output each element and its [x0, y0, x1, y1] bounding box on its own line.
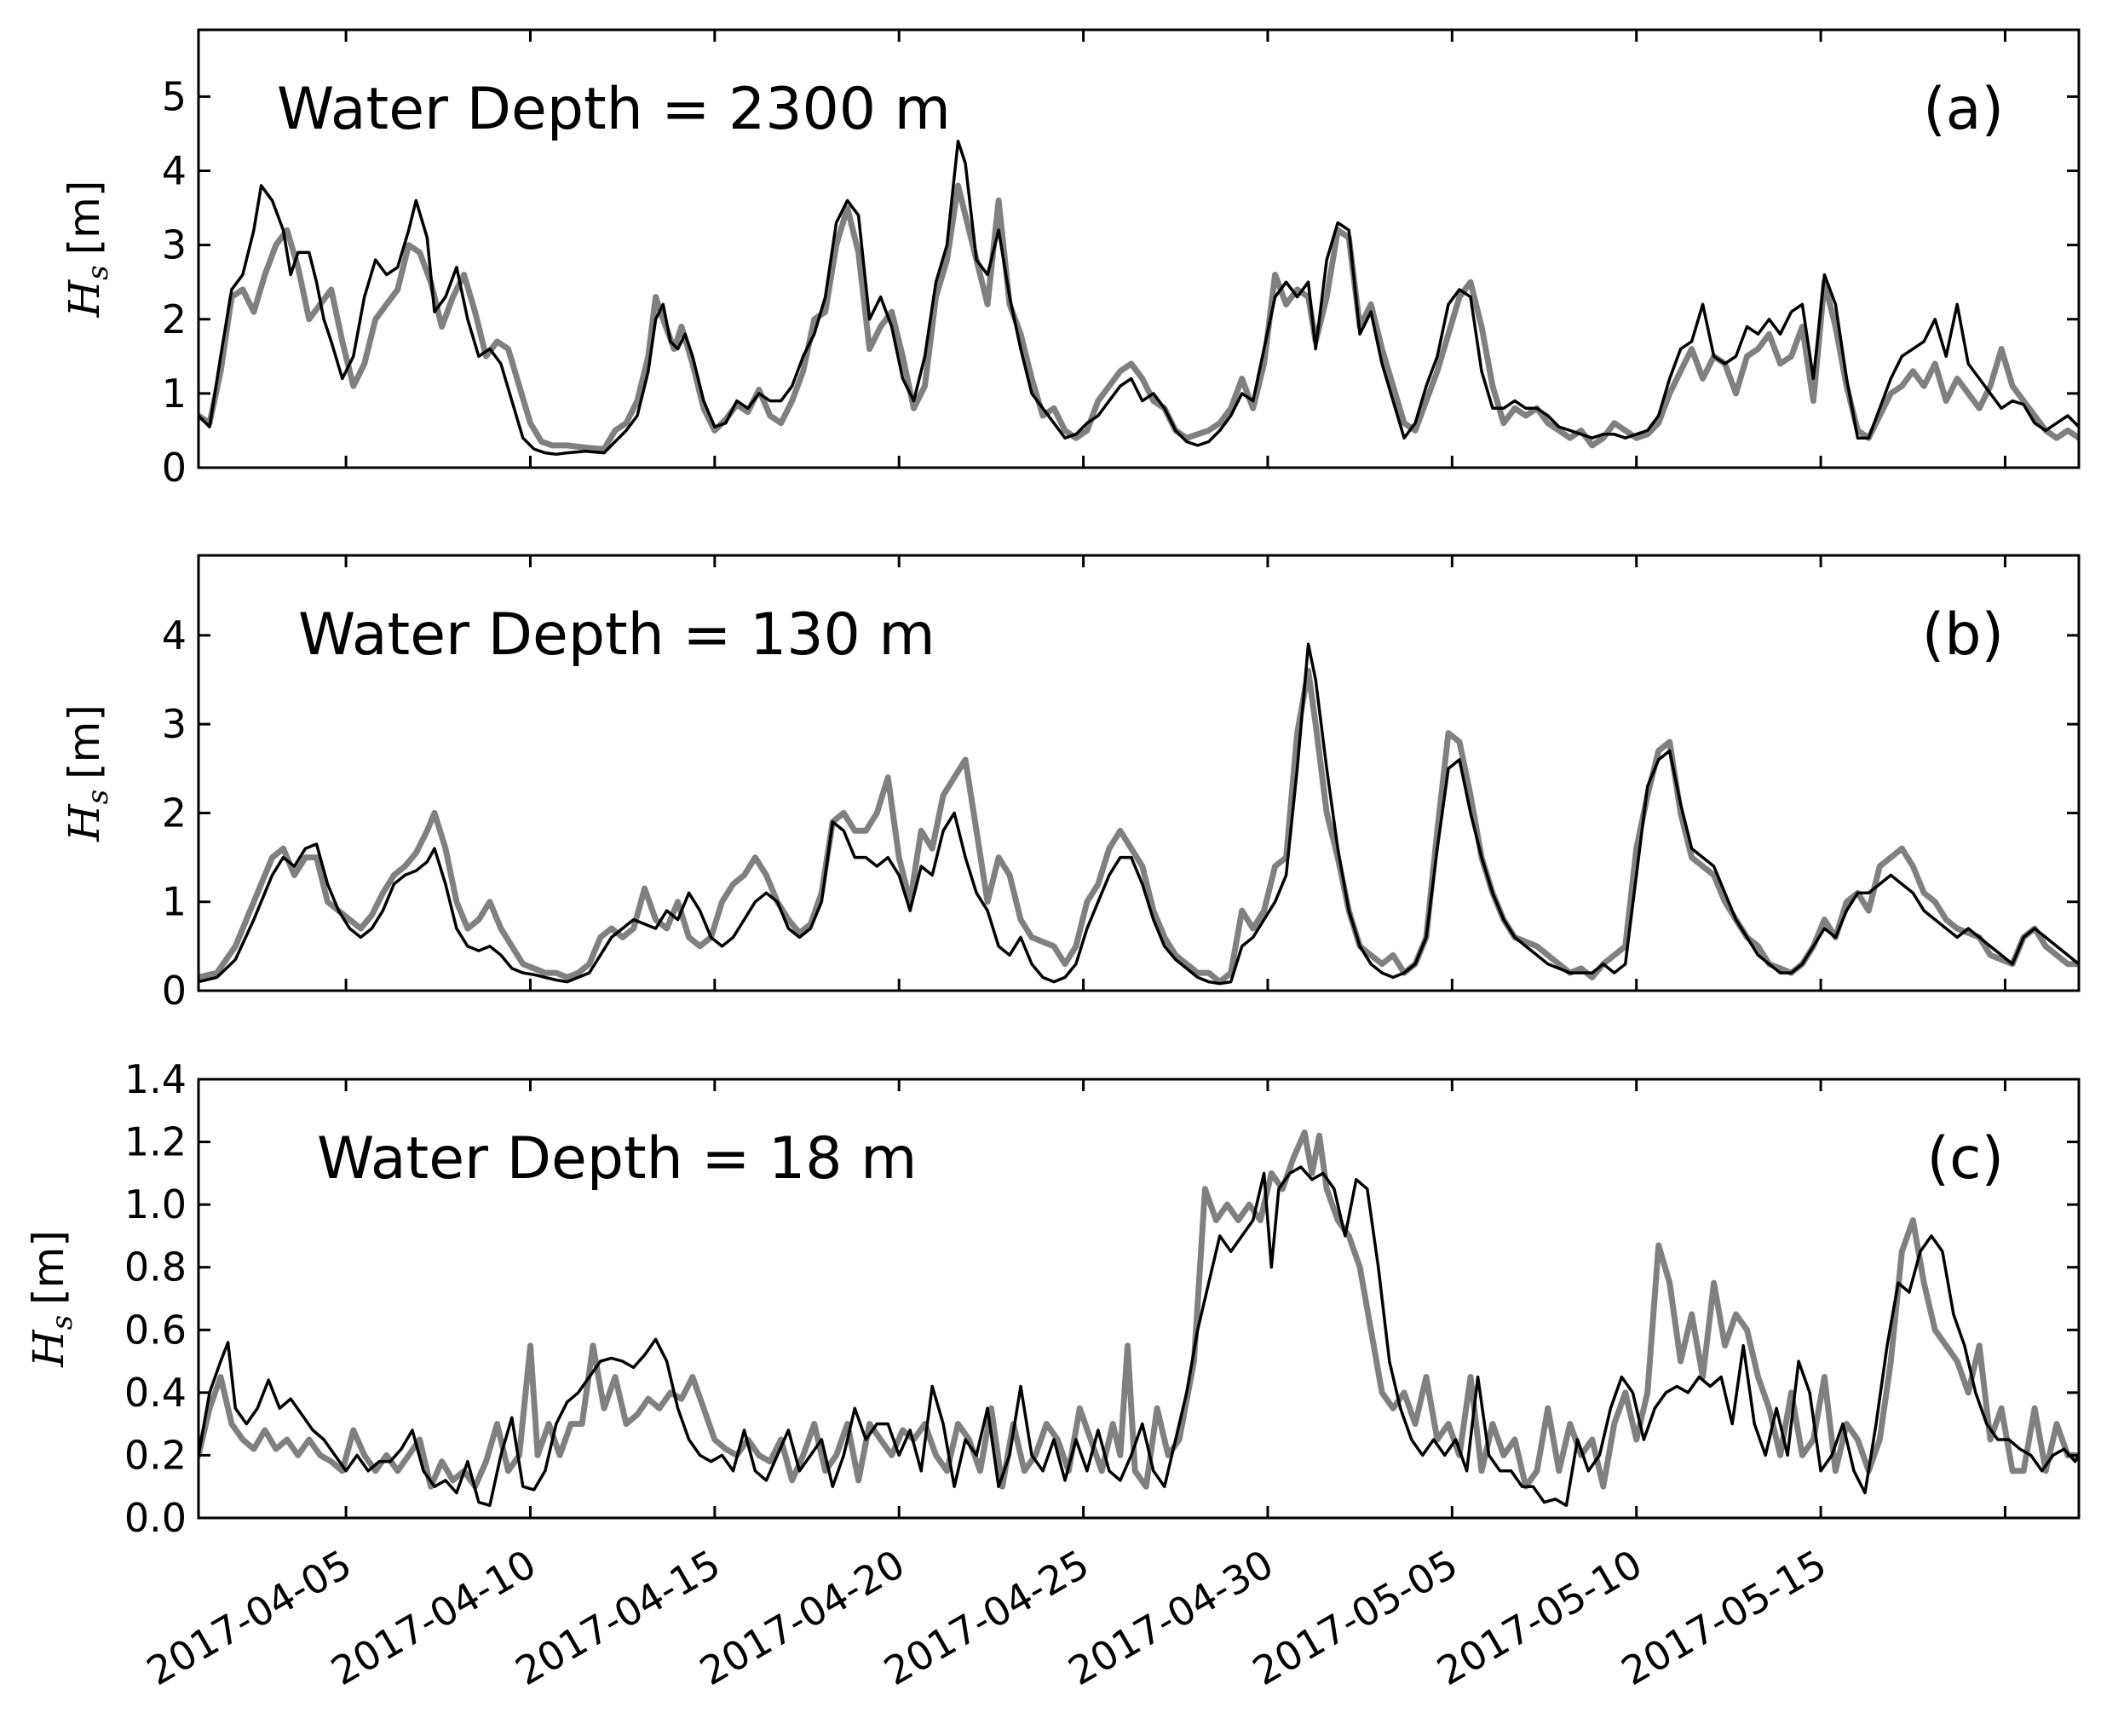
- panel-c-ylabel-sub: s: [45, 1315, 79, 1330]
- panel-b-series: [199, 642, 2079, 986]
- panel-b-water-depth: Water Depth = 130 m: [298, 601, 935, 669]
- panel-b: 0 1 2 3 4 Water Depth = 130 m (b) Hs [m]: [60, 554, 2081, 1014]
- panel-c-series-black: [199, 1165, 2079, 1508]
- panel-b-label: (b): [1922, 601, 2004, 669]
- panel-c-series: [199, 1130, 2079, 1508]
- panel-c-ylabel-main: H: [24, 1329, 73, 1368]
- panel-a-water-depth: Water Depth = 2300 m: [277, 76, 951, 143]
- panel-c-ytick-label: 0.0: [124, 1495, 187, 1541]
- panel-a-ylabel-main: H: [60, 279, 109, 318]
- panel-c-ytick-label: 0.6: [124, 1307, 187, 1353]
- panel-a-ylabel-unit: [m]: [60, 181, 109, 256]
- panel-b-ytick-label: 2: [162, 790, 187, 836]
- panel-c-series-gray: [199, 1130, 2079, 1490]
- panel-a-x-ticks: [344, 30, 2006, 468]
- panel-a-y-ticks: 0 1 2 3 4 5: [162, 73, 2079, 491]
- panel-a-ytick-label: 2: [162, 296, 187, 342]
- panel-a-y-axis-label: Hs [m]: [60, 181, 115, 319]
- panel-a-ytick-label: 0: [162, 445, 187, 491]
- panel-a-axes-frame: [197, 28, 2081, 469]
- panel-c-y-axis-label: Hs [m]: [24, 1230, 79, 1368]
- svg-text:Hs[m]: Hs [m]: [60, 704, 115, 842]
- panel-c-ytick-label: 0.4: [124, 1370, 187, 1416]
- panel-b-y-axis-label: Hs [m]: [60, 704, 115, 842]
- panel-a-series: [199, 139, 2079, 457]
- panel-a-series-gray: [199, 182, 2079, 452]
- panel-a-label: (a): [1923, 76, 2004, 143]
- panel-c-axes-frame: [197, 1078, 2081, 1520]
- svg-text:Hs[m]: Hs [m]: [60, 181, 115, 319]
- panel-a-ytick-label: 5: [162, 73, 187, 119]
- panel-a: 0 1 2 3 4 5 Water Depth = 2300 m (a) Hs [m]: [60, 28, 2081, 491]
- panel-b-ytick-label: 1: [162, 879, 187, 925]
- panel-c-ytick-label: 1.4: [124, 1056, 187, 1102]
- panel-c-x-ticks: [344, 1079, 2006, 1518]
- panel-c-label: (c): [1927, 1125, 2004, 1193]
- panel-b-ytick-label: 3: [162, 701, 187, 747]
- panel-c-y-ticks: 0.0 0.2 0.4 0.6 0.8 1.0 1.2 1.4: [124, 1056, 2079, 1541]
- panel-b-axes-frame: [197, 554, 2081, 992]
- svg-text:Hs[m]: Hs [m]: [24, 1230, 79, 1368]
- panel-b-ytick-label: 0: [162, 968, 187, 1014]
- panel-c-ytick-label: 0.8: [124, 1245, 187, 1291]
- panel-a-series-black: [199, 139, 2079, 457]
- panel-c-ylabel-unit: [m]: [24, 1230, 73, 1305]
- panel-b-x-ticks: [344, 555, 2006, 991]
- panel-c-water-depth: Water Depth = 18 m: [317, 1125, 917, 1193]
- panel-a-ytick-label: 3: [162, 222, 187, 268]
- panel-c-ytick-label: 0.2: [124, 1432, 187, 1478]
- panel-a-ytick-label: 1: [162, 371, 187, 417]
- panel-b-ytick-label: 4: [162, 612, 187, 658]
- panel-b-y-ticks: 0 1 2 3 4: [162, 612, 2079, 1014]
- panel-a-ytick-label: 4: [162, 148, 187, 194]
- panel-b-ylabel-unit: [m]: [60, 704, 109, 779]
- panel-b-series-black: [199, 642, 2079, 986]
- panel-a-ylabel-sub: s: [81, 265, 115, 279]
- panel-c-ytick-label: 1.0: [124, 1181, 187, 1227]
- panel-b-ylabel-main: H: [60, 803, 109, 842]
- panel-c-ytick-label: 1.2: [124, 1119, 187, 1165]
- panel-b-ylabel-sub: s: [81, 790, 115, 804]
